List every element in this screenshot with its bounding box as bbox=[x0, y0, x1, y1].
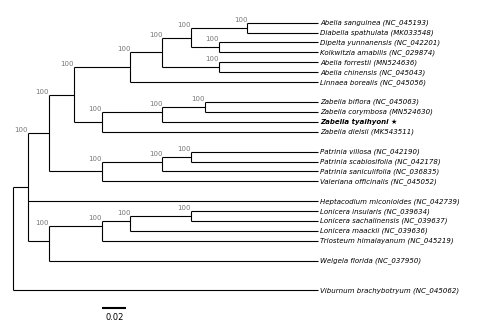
Text: 100: 100 bbox=[149, 31, 162, 37]
Text: Heptacodium miconioides (NC_042739): Heptacodium miconioides (NC_042739) bbox=[320, 198, 460, 205]
Text: Abelia forrestii (MN524636): Abelia forrestii (MN524636) bbox=[320, 59, 417, 66]
Text: 100: 100 bbox=[36, 89, 49, 94]
Text: Lonicera sachalinensis (NC_039637): Lonicera sachalinensis (NC_039637) bbox=[320, 218, 448, 224]
Text: Zabelia tyaihyoni ★: Zabelia tyaihyoni ★ bbox=[320, 119, 398, 125]
Text: 0.02: 0.02 bbox=[105, 313, 124, 322]
Text: 100: 100 bbox=[88, 215, 102, 221]
Text: Abelia sanguinea (NC_045193): Abelia sanguinea (NC_045193) bbox=[320, 19, 429, 26]
Text: Viburnum brachybotryum (NC_045062): Viburnum brachybotryum (NC_045062) bbox=[320, 287, 459, 294]
Text: Zabelia biflora (NC_045063): Zabelia biflora (NC_045063) bbox=[320, 99, 419, 105]
Text: 100: 100 bbox=[177, 205, 190, 211]
Text: 100: 100 bbox=[88, 106, 102, 112]
Text: Valeriana officinalis (NC_045052): Valeriana officinalis (NC_045052) bbox=[320, 178, 437, 185]
Text: 100: 100 bbox=[206, 36, 219, 42]
Text: Diabella spathulata (MK033548): Diabella spathulata (MK033548) bbox=[320, 29, 434, 36]
Text: 100: 100 bbox=[149, 151, 162, 156]
Text: Linnaea borealis (NC_045056): Linnaea borealis (NC_045056) bbox=[320, 79, 426, 86]
Text: Kolkwitzla amabilis (NC_029874): Kolkwitzla amabilis (NC_029874) bbox=[320, 49, 435, 56]
Text: 100: 100 bbox=[234, 17, 247, 23]
Text: Patrinia villosa (NC_042190): Patrinia villosa (NC_042190) bbox=[320, 148, 420, 155]
Text: 100: 100 bbox=[88, 155, 102, 161]
Text: Triosteum himalayanum (NC_045219): Triosteum himalayanum (NC_045219) bbox=[320, 237, 454, 244]
Text: Zabelia corymbosa (MN524630): Zabelia corymbosa (MN524630) bbox=[320, 109, 433, 115]
Text: 100: 100 bbox=[60, 61, 74, 67]
Text: 100: 100 bbox=[14, 127, 28, 133]
Text: 100: 100 bbox=[206, 56, 219, 62]
Text: 100: 100 bbox=[117, 46, 130, 52]
Text: 100: 100 bbox=[192, 96, 205, 102]
Text: Weigela florida (NC_037950): Weigela florida (NC_037950) bbox=[320, 257, 421, 264]
Text: 100: 100 bbox=[36, 220, 49, 226]
Text: 100: 100 bbox=[117, 210, 130, 216]
Text: Patrinia saniculifolia (NC_036835): Patrinia saniculifolia (NC_036835) bbox=[320, 168, 440, 175]
Text: Patrinia scabiosifolia (NC_042178): Patrinia scabiosifolia (NC_042178) bbox=[320, 158, 440, 165]
Text: Abelia chinensis (NC_045043): Abelia chinensis (NC_045043) bbox=[320, 69, 426, 75]
Text: Zabelia dielsii (MK543511): Zabelia dielsii (MK543511) bbox=[320, 129, 414, 135]
Text: 100: 100 bbox=[177, 146, 190, 152]
Text: Dipelta yunnanensis (NC_042201): Dipelta yunnanensis (NC_042201) bbox=[320, 39, 440, 46]
Text: 100: 100 bbox=[149, 101, 162, 107]
Text: Lonicera insularis (NC_039634): Lonicera insularis (NC_039634) bbox=[320, 208, 430, 215]
Text: Lonicera maackii (NC_039636): Lonicera maackii (NC_039636) bbox=[320, 228, 428, 234]
Text: 100: 100 bbox=[177, 22, 190, 28]
